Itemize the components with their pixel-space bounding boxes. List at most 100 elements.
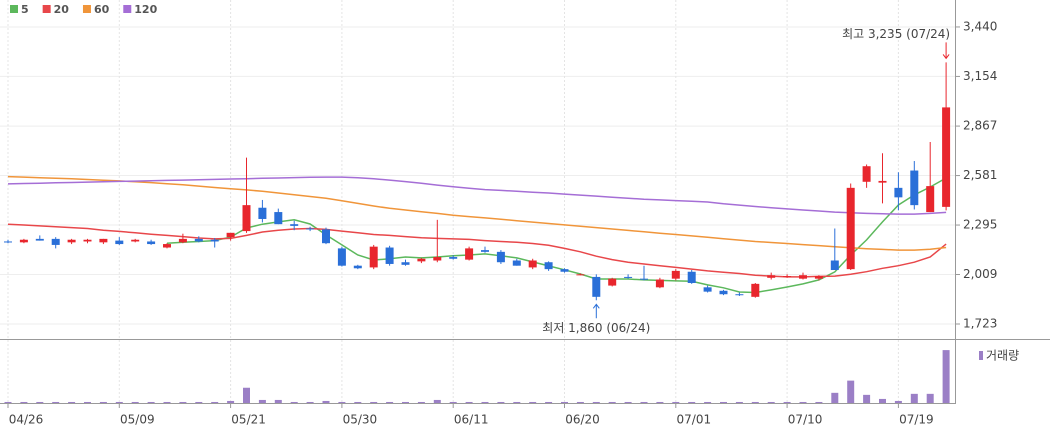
candle-body — [194, 238, 203, 242]
candle-body — [369, 246, 378, 268]
low-arrow — [592, 303, 600, 319]
volume-bar — [894, 400, 902, 403]
candle-body — [751, 283, 760, 297]
candle-body — [878, 180, 887, 183]
volume-bar — [656, 401, 664, 403]
ma-line — [166, 177, 947, 294]
candle-body — [4, 241, 12, 243]
volume-bar — [68, 401, 76, 403]
candle-body — [433, 257, 442, 261]
legend-swatch — [10, 5, 18, 13]
volume-bar — [529, 401, 537, 403]
volume-bar — [592, 401, 600, 403]
candle-body — [910, 170, 919, 206]
candle-body — [767, 275, 776, 278]
volume-bar — [735, 401, 743, 403]
volume-bar — [4, 401, 12, 403]
volume-bar — [370, 401, 378, 403]
candle-body — [608, 278, 617, 286]
candle-body — [51, 238, 60, 245]
x-tick-label: 05/21 — [231, 413, 266, 427]
volume-bar — [815, 401, 823, 403]
volume-bar — [402, 401, 409, 403]
x-tick-label: 05/09 — [120, 413, 155, 427]
volume-bar — [926, 393, 934, 403]
candle-body — [814, 276, 823, 279]
volume-bar — [751, 401, 759, 403]
y-tick-label: 3,154 — [963, 69, 997, 83]
candle-body — [512, 260, 521, 266]
volume-bar — [322, 400, 330, 403]
candle-body — [640, 278, 648, 280]
candle-body — [337, 248, 346, 266]
candle-body — [687, 271, 696, 283]
x-tick-label: 06/11 — [454, 413, 489, 427]
volume-bar — [131, 401, 139, 403]
volume-bar — [179, 401, 187, 403]
volume-bar — [624, 401, 632, 403]
high-annotation: 최고 3,235 (07/24) — [842, 27, 950, 41]
x-tick-label: 04/26 — [9, 413, 44, 427]
volume-bar — [783, 401, 791, 403]
candle-body — [417, 258, 426, 262]
candle-body — [783, 276, 792, 278]
y-tick-label: 1,723 — [963, 316, 997, 330]
volume-bar — [640, 401, 648, 403]
volume-bar — [386, 401, 394, 403]
volume-bar — [84, 401, 91, 403]
volume-bar — [767, 401, 775, 403]
candle-body — [799, 275, 807, 279]
candle-body — [576, 274, 585, 276]
volume-bar — [847, 380, 855, 403]
candle-body — [592, 276, 601, 297]
candle-body — [544, 262, 553, 270]
y-tick-label: 3,440 — [963, 19, 997, 33]
candle-body — [353, 265, 362, 269]
candle-body — [147, 241, 156, 245]
volume-bar — [465, 401, 473, 403]
volume-bar — [879, 398, 886, 403]
candle-body — [67, 239, 76, 243]
volume-bar — [163, 401, 171, 403]
volume-bar — [576, 401, 584, 403]
candle-body — [655, 279, 664, 288]
candle-body — [449, 257, 458, 259]
legend-swatch — [123, 5, 132, 13]
volume-bar — [910, 393, 918, 403]
volume-bar — [942, 350, 950, 403]
x-tick-label: 05/30 — [343, 413, 378, 427]
y-tick-label: 2,867 — [963, 119, 997, 133]
volume-bar — [481, 401, 489, 403]
legend-label: 거래량 — [986, 349, 1019, 363]
volume-bar — [258, 399, 266, 403]
volume-bar — [243, 387, 250, 403]
candle-body — [19, 239, 28, 243]
candle-body — [385, 247, 394, 264]
candle-body — [528, 260, 537, 268]
volume-bar — [195, 401, 203, 403]
y-tick-label: 2,581 — [963, 168, 997, 182]
volume-bar — [799, 401, 807, 403]
volume-bar — [863, 394, 871, 403]
candle-body — [401, 262, 410, 265]
y-tick-label: 2,295 — [963, 218, 997, 232]
volume-bar — [36, 401, 44, 403]
volume-bar — [227, 400, 235, 403]
candle-body — [131, 239, 140, 242]
candle-body — [703, 287, 712, 292]
volume-bar — [274, 399, 282, 403]
candle-body — [926, 186, 935, 213]
volume-bar — [513, 401, 521, 403]
candle-body — [99, 238, 108, 243]
high-arrow — [942, 42, 950, 60]
x-tick-label: 07/10 — [788, 413, 823, 427]
candle-body — [35, 238, 44, 241]
volume-bar — [672, 401, 680, 403]
candle-body — [115, 240, 124, 245]
candle-body — [735, 294, 744, 296]
y-tick-label: 2,009 — [963, 267, 997, 281]
candle-body — [163, 244, 171, 248]
candle-body — [846, 187, 855, 270]
x-tick-label: 07/01 — [677, 413, 712, 427]
